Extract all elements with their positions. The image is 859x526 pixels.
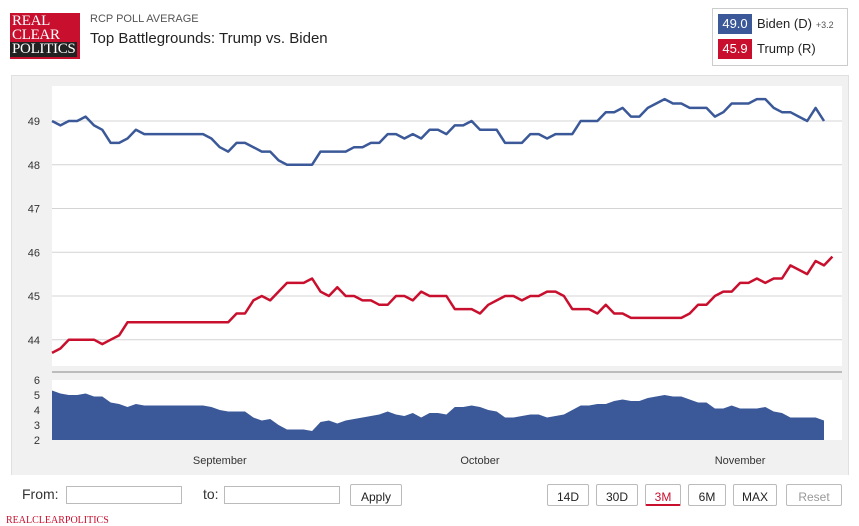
from-date-input[interactable] (66, 486, 182, 504)
footer-brand: REALCLEARPOLITICS (6, 515, 109, 526)
y-tick-label-47: 47 (28, 204, 40, 216)
chart-toolbar: From: to: Apply 14D 30D 3M 6M MAX Reset (0, 475, 859, 515)
spread-tick-label-4: 4 (34, 405, 40, 417)
series-layer (51, 97, 834, 355)
from-label: From: (22, 486, 59, 502)
logo-line-1: REAL (12, 13, 50, 29)
biden-line (51, 97, 826, 166)
logo-line-2: CLEAR (12, 27, 60, 43)
to-date-input[interactable] (224, 486, 340, 504)
chart-title: Top Battlegrounds: Trump vs. Biden (90, 30, 328, 47)
spread-area (52, 390, 824, 440)
apply-button[interactable]: Apply (350, 484, 402, 506)
poll-average-kicker: RCP POLL AVERAGE (90, 13, 199, 25)
chart-panel: 44 45 46 47 48 49 2 3 4 5 6 September October Novembe… (11, 75, 849, 477)
spread-layer (52, 390, 824, 440)
y-tick-label-48: 48 (28, 160, 40, 172)
spread-tick-label-3: 3 (34, 420, 40, 432)
y-tick-label-49: 49 (28, 116, 40, 128)
range-3m-button[interactable]: 3M (645, 484, 681, 506)
trump-label: Trump (R) (757, 41, 816, 56)
spread-tick-label-5: 5 (34, 390, 40, 402)
y-tick-label-46: 46 (28, 247, 40, 259)
biden-label: Biden (D) (757, 16, 812, 31)
range-max-button[interactable]: MAX (733, 484, 777, 506)
logo-line-3: POLITICS (10, 41, 78, 57)
spread-tick-label-2: 2 (34, 435, 40, 447)
y-tick-label-44: 44 (28, 335, 40, 347)
legend-box: 49.0 Biden (D) +3.2 45.9 Trump (R) (712, 8, 848, 66)
x-label-october: October (460, 455, 499, 467)
x-label-september: September (193, 455, 247, 467)
legend-trump: 45.9 Trump (R) (718, 39, 816, 59)
reset-button[interactable]: Reset (786, 484, 842, 506)
legend-biden: 49.0 Biden (D) +3.2 (718, 14, 834, 34)
spread-tick-label-6: 6 (34, 375, 40, 387)
trump-line (51, 255, 834, 355)
rcp-logo[interactable]: REAL CLEAR POLITICS (10, 13, 80, 59)
range-6m-button[interactable]: 6M (688, 484, 726, 506)
x-label-november: November (715, 455, 766, 467)
spread-value: +3.2 (815, 20, 834, 30)
y-tick-label-45: 45 (28, 291, 40, 303)
range-30d-button[interactable]: 30D (596, 484, 638, 506)
biden-value-badge: 49.0 (718, 14, 752, 34)
to-label: to: (203, 486, 219, 502)
main-plot-area (52, 86, 842, 366)
trump-value-badge: 45.9 (718, 39, 752, 59)
range-14d-button[interactable]: 14D (547, 484, 589, 506)
